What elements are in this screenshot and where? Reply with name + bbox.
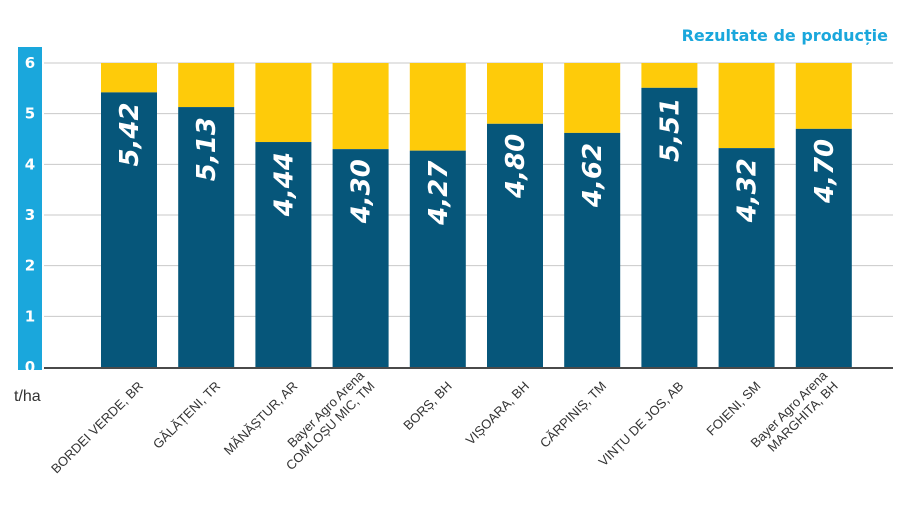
y-tick-label: 1	[25, 307, 35, 325]
y-axis-band	[18, 47, 42, 370]
bar-remainder	[641, 63, 698, 88]
bar-remainder	[255, 63, 312, 143]
category-label: GĂLĂȚENI, TR	[150, 378, 223, 451]
category-label: VINȚU DE JOS, AB	[596, 378, 687, 469]
category-label: MĂNĂȘTUR, AR	[221, 378, 301, 458]
chart-title: Rezultate de producție	[682, 26, 889, 45]
bar-remainder	[409, 63, 466, 151]
bar-remainder	[718, 63, 775, 149]
y-axis-unit-label: t/ha	[14, 388, 41, 405]
bar-value	[718, 148, 775, 367]
category-label: BORȘ, BH	[400, 378, 455, 433]
category-label: FOIENI, SM	[703, 378, 763, 438]
bar-value-label: 4,62	[578, 143, 608, 208]
y-tick-label: 6	[25, 54, 35, 72]
bar-value	[101, 92, 157, 368]
category-label: BORDEI VERDE, BR	[48, 378, 146, 476]
bar-value-label: 4,70	[810, 139, 840, 204]
bar-value	[409, 150, 466, 367]
y-tick-label: 4	[25, 155, 35, 173]
category-label-line: BORȘ, BH	[400, 378, 455, 433]
bar-value	[255, 142, 312, 367]
bar-value-label: 5,13	[192, 117, 222, 181]
y-axis-ticks: 0 1 2 3 4 5 6	[25, 54, 35, 376]
bar-value	[795, 128, 852, 367]
category-label-line: CĂRPINIȘ, TM	[537, 378, 609, 450]
y-tick-label: 5	[25, 105, 35, 123]
bar-value	[487, 123, 543, 367]
bar-remainder	[178, 63, 235, 108]
y-tick-label: 0	[25, 358, 35, 376]
bar-remainder	[487, 63, 543, 124]
bar-value	[332, 149, 389, 367]
category-label: VIȘOARA, BH	[463, 378, 532, 447]
bar-value-label: 4,32	[733, 158, 763, 223]
category-label-line: MĂNĂȘTUR, AR	[221, 378, 301, 458]
category-label: CĂRPINIȘ, TM	[537, 378, 609, 450]
bar-value	[641, 87, 698, 368]
bar-remainder	[101, 63, 157, 93]
y-tick-label: 2	[25, 257, 35, 275]
y-tick-label: 3	[25, 206, 35, 224]
bar-value-label: 5,51	[655, 98, 685, 162]
category-label-line: BORDEI VERDE, BR	[48, 378, 146, 476]
category-label-line: GĂLĂȚENI, TR	[150, 378, 223, 451]
bar-value-label: 4,30	[347, 159, 377, 224]
bars: 5,42 5,13 4,44 4,30 4,27 4,80 4,62 5,51 4,32 4,70	[101, 63, 852, 368]
category-label-line: VINȚU DE JOS, AB	[596, 378, 687, 469]
bar-remainder	[564, 63, 621, 133]
bar-remainder	[795, 63, 852, 129]
bar-value-label: 4,80	[501, 134, 531, 199]
bar-value	[564, 132, 621, 367]
bar-value	[178, 107, 235, 367]
bar-value-label: 4,27	[424, 160, 454, 226]
category-label-line: FOIENI, SM	[703, 378, 763, 438]
bar-value-label: 4,44	[269, 152, 299, 217]
bar-value-label: 5,42	[115, 102, 145, 166]
category-label-line: VIȘOARA, BH	[463, 378, 532, 447]
bar-remainder	[332, 63, 389, 150]
